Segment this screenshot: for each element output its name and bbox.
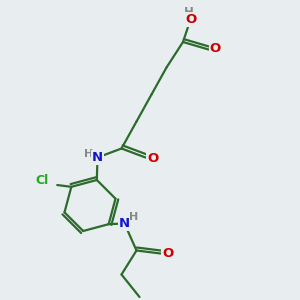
Text: O: O	[209, 41, 221, 55]
Text: H: H	[85, 149, 94, 159]
Text: H: H	[130, 212, 139, 223]
Text: N: N	[92, 151, 103, 164]
Text: O: O	[185, 13, 196, 26]
Text: O: O	[147, 152, 159, 166]
Text: O: O	[162, 247, 174, 260]
Text: H: H	[184, 5, 194, 19]
Text: Cl: Cl	[36, 174, 49, 187]
Text: N: N	[119, 217, 130, 230]
